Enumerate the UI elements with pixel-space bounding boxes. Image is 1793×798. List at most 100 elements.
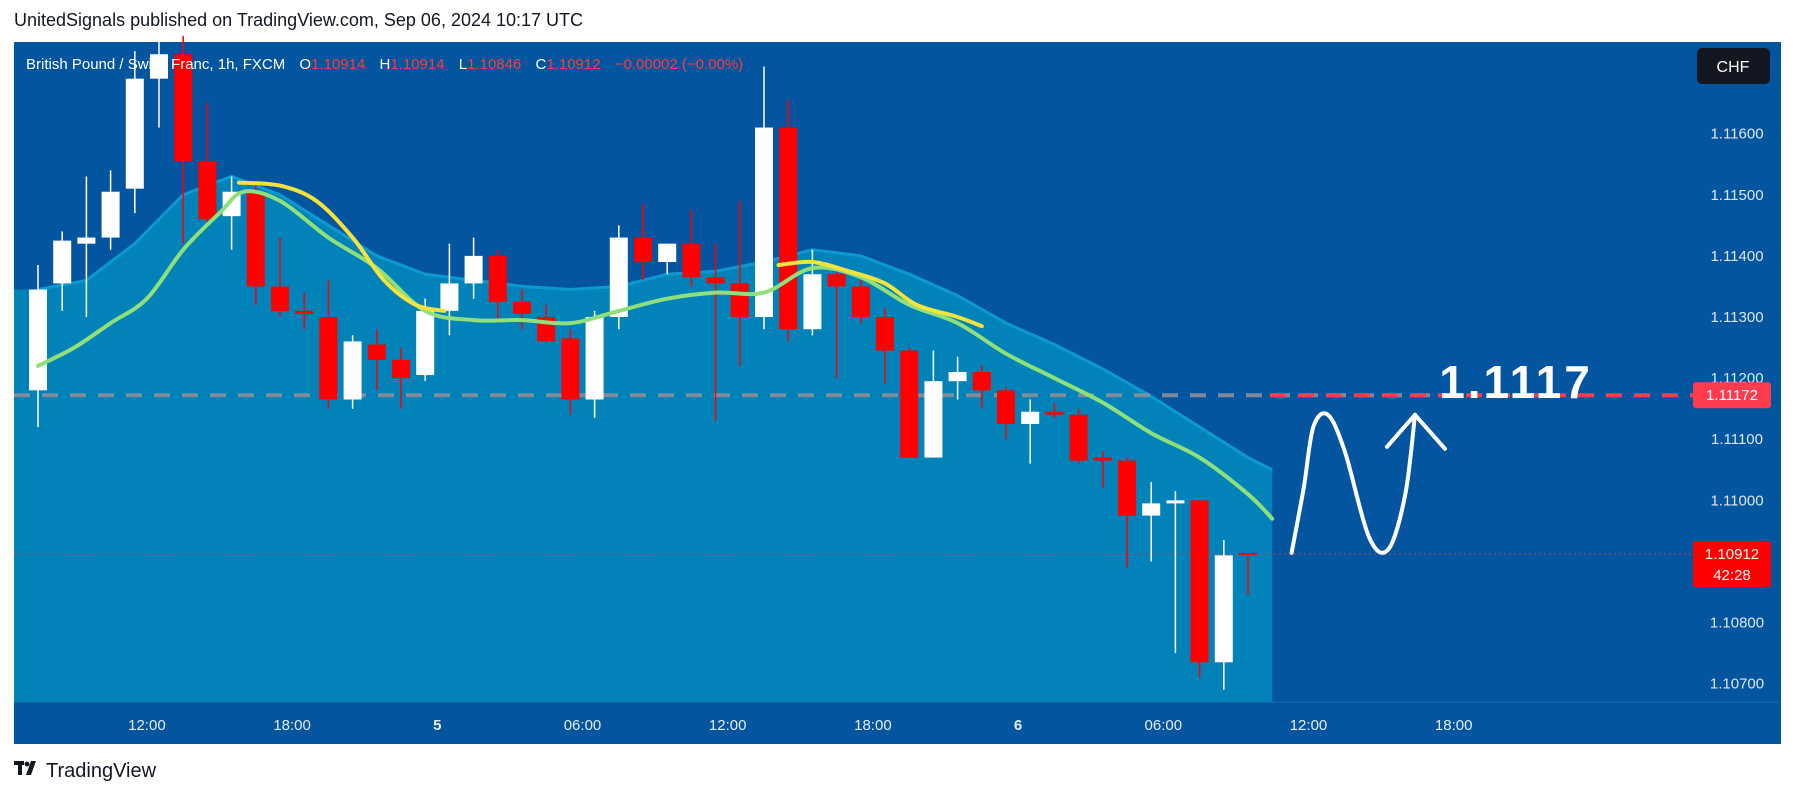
legend-l-value: 1.10846 [467, 56, 521, 73]
candle-body [609, 237, 628, 317]
candle-body [585, 317, 604, 400]
candle [900, 347, 919, 458]
legend-o-label: O [299, 56, 311, 73]
candle-body [634, 237, 652, 262]
candle-body [367, 344, 386, 360]
y-tick-label: 1.11400 [1710, 248, 1763, 265]
candle-body [730, 283, 749, 317]
horizontal-lines [14, 393, 1693, 555]
candle [150, 32, 168, 128]
last-price-label [1693, 541, 1771, 588]
candle [392, 347, 410, 409]
candle-body [1190, 500, 1209, 663]
candle [585, 310, 604, 418]
last-price-text: 1.10912 [1705, 546, 1759, 563]
target-price-text: 1.11172 [1706, 387, 1758, 404]
target-price-label [1693, 382, 1771, 409]
x-tick-label: 18:00 [1435, 717, 1473, 734]
candle [464, 237, 483, 299]
x-tick-label: 12:00 [709, 717, 747, 734]
candle [295, 292, 314, 330]
ema-lines [36, 180, 1275, 521]
candle [53, 231, 72, 311]
candle-body [101, 191, 120, 238]
candle [706, 243, 725, 421]
tradingview-logo[interactable]: TradingView [14, 760, 156, 783]
x-tick-label: 12:00 [128, 717, 166, 734]
ema-slow-line [36, 189, 1275, 521]
tradingview-logo-icon [14, 760, 40, 783]
candle [1118, 457, 1136, 568]
candle-body [488, 255, 507, 302]
legend: British Pound / Swiss Franc, 1h, FXCM O 1… [26, 56, 743, 73]
candle [367, 329, 386, 391]
legend-symbol: British Pound / Swiss Franc, 1h, FXCM [26, 56, 285, 73]
candle [972, 365, 991, 409]
x-tick-label: 6 [1014, 717, 1022, 734]
candle-body [851, 286, 870, 317]
y-tick-label: 1.10700 [1710, 676, 1764, 693]
candle [1093, 451, 1112, 489]
candle [755, 66, 773, 330]
x-tick-label: 18:00 [273, 717, 311, 734]
candle [1214, 540, 1233, 690]
candle-body [174, 54, 193, 162]
x-tick-label: 06:00 [1145, 717, 1183, 734]
y-tick-label: 1.10800 [1710, 615, 1764, 632]
candle-body [513, 301, 531, 314]
projection-curve [1289, 411, 1417, 555]
candle-body [29, 289, 47, 391]
candle [948, 356, 967, 400]
currency-badge[interactable] [1697, 48, 1770, 84]
candle-body [1118, 460, 1136, 516]
candle-body [150, 54, 168, 79]
projection-drawing [1289, 411, 1447, 555]
projection-arrowhead [1384, 412, 1447, 451]
candle [1190, 500, 1209, 678]
legend-l-label: L [459, 56, 467, 73]
candle [803, 249, 822, 336]
legend-change: −0.00002 (−0.00%) [615, 56, 743, 73]
candle-body [464, 255, 483, 284]
candle [77, 176, 96, 317]
ema-fast-line-1 [236, 180, 447, 313]
candle-body [658, 243, 677, 262]
candle [682, 210, 701, 287]
candle-body [972, 372, 991, 391]
candle [1045, 402, 1064, 418]
x-tick-label: 18:00 [854, 717, 892, 734]
x-tick-label: 5 [433, 717, 441, 734]
candle-body [1093, 457, 1112, 461]
candle [876, 307, 894, 385]
candle [343, 335, 362, 409]
currency-badge-text: CHF [1717, 59, 1750, 76]
candle-body [876, 317, 894, 351]
candle [1239, 552, 1257, 595]
candle-body [295, 310, 314, 314]
candle-body [416, 310, 435, 376]
legend-c-label: C [536, 56, 547, 73]
candle [1069, 408, 1088, 464]
candle [997, 387, 1015, 440]
legend-h-value: 1.10914 [390, 56, 444, 73]
candle-body [997, 390, 1015, 424]
candle [174, 35, 193, 244]
x-tick-label: 12:00 [1290, 717, 1328, 734]
candle [198, 103, 217, 226]
candle [924, 350, 943, 458]
candle-body [948, 372, 967, 382]
candle [488, 249, 507, 324]
time-axis [14, 702, 1693, 744]
candle [851, 280, 870, 324]
candle [827, 268, 846, 379]
candle-body [198, 161, 217, 220]
candle-body [440, 283, 459, 311]
candle [1166, 491, 1185, 654]
y-tick-label: 1.11600 [1710, 126, 1763, 143]
x-axis-ticks: 12:00 18:00 5 06:00 12:00 18:00 6 06:00 12:00 18:… [128, 717, 1472, 734]
candle-body [246, 191, 265, 287]
candle-body [755, 127, 773, 317]
publish-header: UnitedSignals published on TradingView.c… [14, 10, 584, 30]
candle-body [900, 350, 919, 458]
